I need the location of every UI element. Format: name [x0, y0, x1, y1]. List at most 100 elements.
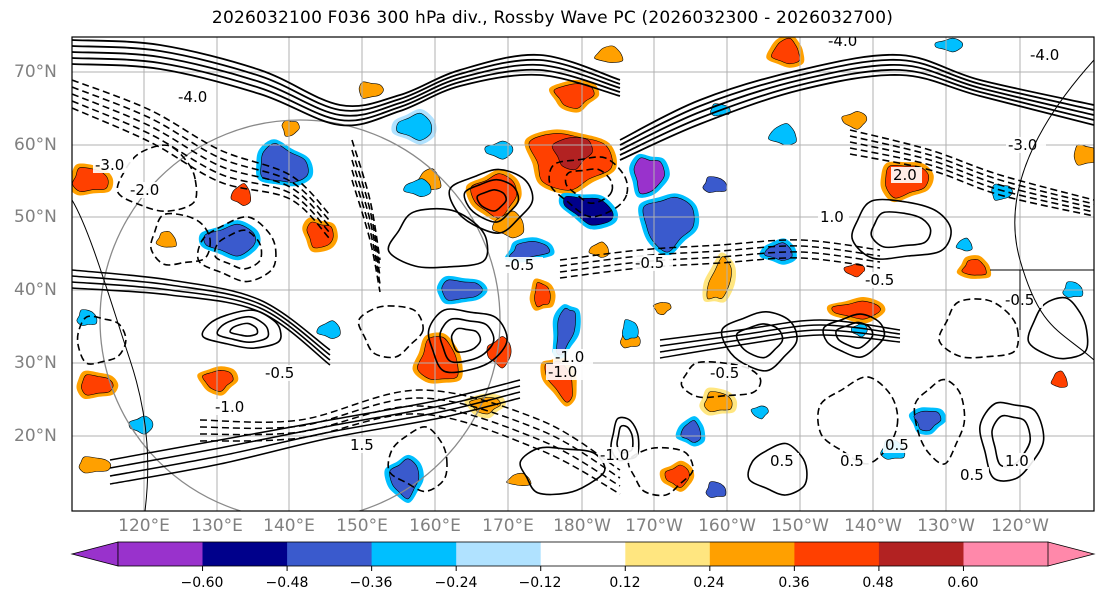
positive-contour: [450, 327, 482, 353]
positive-divergence-area: [202, 369, 234, 392]
negative-contour: [150, 212, 212, 266]
lon-label-150e: 150°E: [336, 516, 388, 536]
positive-contour: [72, 281, 331, 361]
negative-contour: [849, 135, 1094, 205]
negative-divergence-area: [768, 123, 797, 146]
contour-label: -0.5: [505, 256, 534, 274]
contour-label: 0.5: [770, 452, 794, 470]
colorbar-swatch: [118, 542, 203, 566]
contour-label: -1.0: [215, 398, 244, 416]
positive-contour: [427, 308, 508, 374]
negative-contour: [351, 169, 381, 285]
positive-divergence-area: [841, 111, 868, 130]
negative-contour: [387, 426, 448, 493]
streamfunction-contours: [72, 39, 1094, 497]
positive-contour: [109, 385, 521, 469]
region-arc: [99, 119, 501, 511]
positive-contour: [519, 446, 606, 496]
positive-contour: [619, 58, 1094, 146]
negative-divergence-area: [705, 481, 727, 498]
map-title: 2026032100 F036 300 hPa div., Rossby Wav…: [211, 8, 894, 28]
negative-contour: [559, 251, 881, 273]
positive-contour: [835, 321, 874, 350]
positive-contour: [439, 317, 495, 364]
negative-contour: [199, 389, 621, 471]
map-plot-area: -3.0 -4.0 -2.0 -1.0 -0.5 -0.5 -1.0 -0.5 0.5 0.5 1.…: [72, 32, 1094, 511]
positive-divergence-area: [358, 81, 384, 99]
positive-contour: [476, 189, 508, 212]
lon-label-140w: 140°W: [844, 516, 902, 536]
negative-contour: [849, 129, 1094, 201]
positive-contour: [619, 53, 1094, 141]
contour-label: -0.5: [265, 364, 294, 382]
contour-label: 2.0: [893, 166, 917, 184]
negative-divergence-area: [621, 319, 639, 341]
colorbar-swatch: [287, 542, 373, 566]
negative-divergence-area: [750, 405, 769, 420]
negative-contour: [199, 405, 621, 487]
map-frame: [71, 36, 1095, 512]
contour-label: -4.0: [178, 88, 207, 106]
lat-label-40: 40°N: [14, 280, 57, 300]
colorbar-tick: 0.48: [862, 575, 894, 591]
negative-contour: [351, 149, 381, 269]
colorbar-under-arrow: [70, 541, 119, 567]
contour-label: -4.0: [1030, 46, 1059, 64]
positive-divergence-area: [281, 120, 300, 137]
lon-label-120w: 120°W: [991, 516, 1049, 536]
colorbar-tick: −0.24: [434, 575, 478, 591]
contour-labels: -3.0 -4.0 -2.0 -1.0 -0.5 -0.5 -1.0 -0.5 0.5 0.5 1.…: [93, 32, 1068, 484]
positive-divergence-area: [78, 456, 112, 474]
lon-label-150w: 150°W: [771, 516, 829, 536]
positive-contour: [72, 39, 621, 107]
positive-contour: [72, 57, 621, 122]
positive-contour: [659, 329, 901, 353]
colorbar: [70, 541, 1096, 571]
colorbar-swatch: [625, 542, 711, 566]
negative-contour: [559, 239, 881, 261]
colorbar-tick: −0.60: [180, 575, 224, 591]
positive-divergence-area: [831, 300, 881, 320]
colorbar-tick: −0.36: [349, 575, 393, 591]
positive-contour: [619, 74, 1094, 161]
positive-contour: [72, 287, 331, 366]
contour-label: -0.5: [865, 271, 894, 289]
lat-label-20: 20°N: [14, 426, 57, 446]
negative-contour: [351, 179, 381, 293]
negative-contour: [357, 305, 424, 359]
negative-divergence-area: [260, 143, 309, 183]
contour-label: -4.0: [828, 32, 857, 50]
contour-label: 0.5: [960, 466, 984, 484]
contour-label: -3.0: [95, 156, 124, 174]
negative-divergence-area: [955, 237, 973, 252]
negative-contour: [938, 298, 1020, 359]
positive-contour: [747, 442, 808, 496]
contour-label: 1.0: [1005, 452, 1029, 470]
positive-contour: [870, 210, 932, 249]
positive-contour: [720, 310, 798, 372]
negative-divergence-area: [128, 415, 154, 435]
positive-divergence-area: [706, 256, 732, 300]
contour-label: 0.5: [840, 452, 864, 470]
positive-divergence-area: [534, 282, 551, 308]
contour-label: -1.0: [600, 446, 629, 464]
contour-label: -1.0: [555, 348, 584, 366]
coastline-asia: [72, 199, 149, 511]
positive-contour: [109, 379, 521, 461]
positive-contour: [72, 275, 331, 356]
positive-contour: [822, 313, 886, 358]
negative-divergence-area: [851, 323, 868, 338]
negative-contour: [849, 153, 1094, 217]
negative-contour: [627, 446, 694, 497]
positive-contour: [463, 178, 520, 223]
contour-label: -2.0: [130, 181, 159, 199]
colorbar-swatch: [456, 542, 542, 566]
positive-contour: [72, 51, 621, 117]
colorbar-tick: 0.24: [693, 575, 725, 591]
positive-contour: [109, 397, 521, 485]
lon-label-170w: 170°W: [625, 516, 683, 536]
negative-divergence-area: [403, 178, 432, 198]
negative-contour: [351, 139, 381, 261]
coastline-north-america: [1014, 59, 1094, 361]
